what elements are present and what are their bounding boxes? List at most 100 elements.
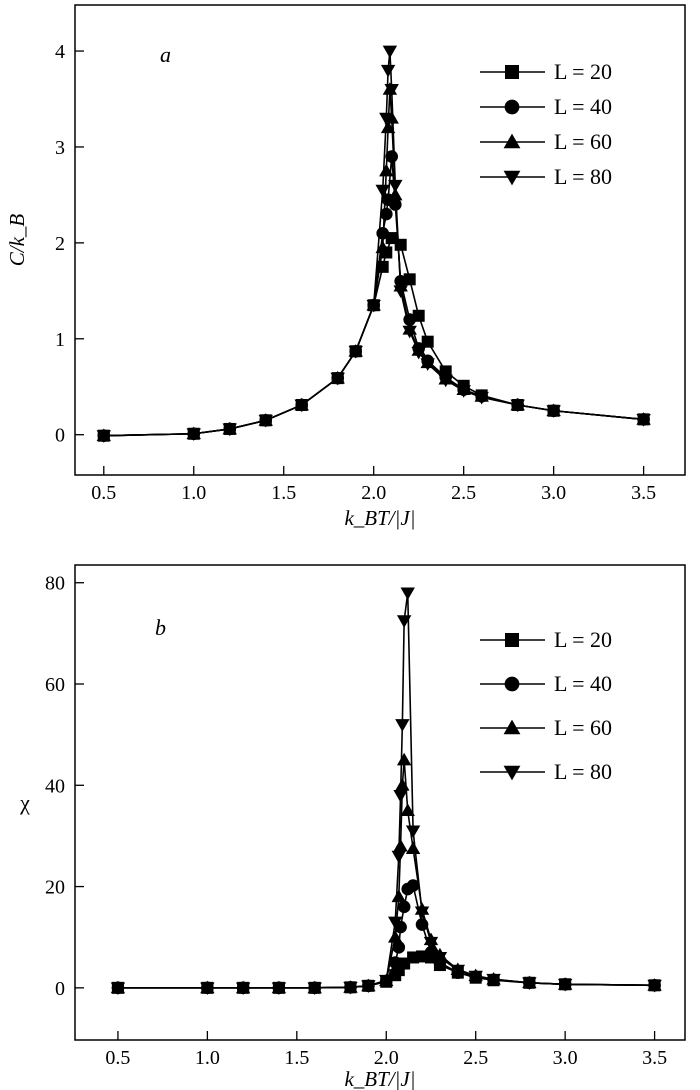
legend-marker [505, 65, 519, 79]
legend-marker [504, 99, 520, 115]
legend-entry: L = 20 [480, 627, 612, 652]
y-tick-label: 3 [55, 137, 65, 159]
data-point [330, 372, 345, 386]
data-point [395, 778, 410, 791]
data-point [307, 982, 322, 996]
data-point [557, 978, 573, 992]
data-point [271, 982, 287, 996]
panel-label: b [155, 615, 166, 640]
data-point [636, 413, 651, 427]
data-point [423, 936, 439, 950]
y-tick-label: 1 [55, 329, 65, 351]
data-point [380, 120, 396, 134]
data-point [361, 980, 376, 994]
data-point [406, 879, 420, 892]
legend-entry: L = 60 [480, 129, 612, 154]
legend-label: L = 20 [554, 59, 612, 84]
x-tick-label: 3.0 [553, 1047, 578, 1069]
data-point [391, 889, 406, 903]
data-point [393, 790, 408, 803]
y-tick-label: 0 [55, 425, 65, 447]
series-line [103, 236, 644, 437]
legend-label: L = 80 [554, 759, 612, 784]
legend-entry: L = 20 [480, 59, 612, 84]
series-L80 [96, 45, 651, 443]
x-tick-label: 1.0 [195, 1047, 220, 1069]
data-point [379, 207, 393, 221]
series-L80 [110, 587, 662, 996]
legend-marker [503, 133, 521, 149]
legend-marker [505, 633, 519, 647]
data-point [393, 838, 408, 852]
x-tick-label: 2.5 [451, 482, 476, 504]
data-point [522, 977, 537, 990]
legend-entry: L = 40 [480, 671, 612, 696]
data-point [343, 981, 358, 995]
y-tick-label: 0 [55, 978, 65, 1000]
data-point [375, 240, 390, 254]
chart-panel-b: 0.5 1.0 1.5 2.0 2.5 3.0 3.5 0 20 40 60 80 b L = 20 L =… [45, 564, 686, 1069]
data-point [388, 956, 402, 969]
data-point [384, 84, 399, 97]
data-point [396, 615, 412, 628]
x-tick-label: 1.5 [271, 482, 296, 504]
data-point [456, 385, 471, 398]
data-point [96, 430, 111, 443]
x-tick-label: 1.5 [284, 1047, 309, 1069]
series-line [117, 759, 655, 989]
data-point [400, 803, 415, 817]
data-point [235, 982, 251, 996]
data-point [388, 179, 403, 193]
data-point [200, 982, 215, 996]
plot-frame [74, 4, 686, 476]
y-tick-label: 80 [45, 573, 65, 595]
legend-entry: L = 80 [480, 164, 612, 189]
data-point [405, 841, 421, 854]
data-point [375, 184, 390, 198]
data-point [395, 719, 410, 732]
x-tick-label: 3.5 [642, 1047, 667, 1069]
data-point [379, 974, 394, 988]
data-point [388, 930, 403, 943]
data-point [396, 752, 412, 766]
series-L60 [110, 752, 662, 994]
data-point [420, 358, 435, 371]
data-point [392, 941, 406, 954]
data-point [424, 946, 438, 959]
y-axis-label-b: χ [19, 790, 30, 815]
legend-label: L = 40 [554, 94, 612, 119]
data-point [397, 900, 411, 914]
legend-marker [503, 170, 521, 186]
x-tick-label: 2.0 [374, 1047, 399, 1069]
data-point [382, 45, 398, 59]
data-point [380, 64, 396, 78]
y-tick-label: 2 [55, 233, 65, 255]
legend-label: L = 60 [554, 129, 612, 154]
x-tick-label: 0.5 [105, 1047, 130, 1069]
data-point [438, 374, 453, 388]
data-point [411, 346, 426, 360]
data-point [258, 414, 273, 428]
y-tick-label: 4 [55, 41, 65, 63]
data-point [400, 587, 415, 601]
x-tick-label: 3.0 [541, 482, 566, 504]
data-point [450, 964, 466, 978]
plot-frame [74, 564, 686, 1041]
data-point [388, 916, 403, 930]
series-line [117, 592, 655, 989]
data-point [186, 428, 201, 441]
series-L20 [97, 232, 650, 442]
data-point [222, 423, 237, 437]
y-tick-label: 60 [45, 674, 65, 696]
x-tick-label: 2.5 [463, 1047, 488, 1069]
data-point [474, 391, 489, 405]
data-point [394, 238, 407, 251]
y-tick-label: 40 [45, 775, 65, 797]
chart-panel-a: 0.5 1.0 1.5 2.0 2.5 3.0 3.5 0 1 2 3 4 a L = 20 L = 40 L… [55, 4, 686, 504]
x-tick-label: 2.0 [361, 482, 386, 504]
legend-marker [504, 676, 520, 692]
legend-marker [503, 719, 521, 735]
legend-entry: L = 40 [480, 94, 612, 119]
